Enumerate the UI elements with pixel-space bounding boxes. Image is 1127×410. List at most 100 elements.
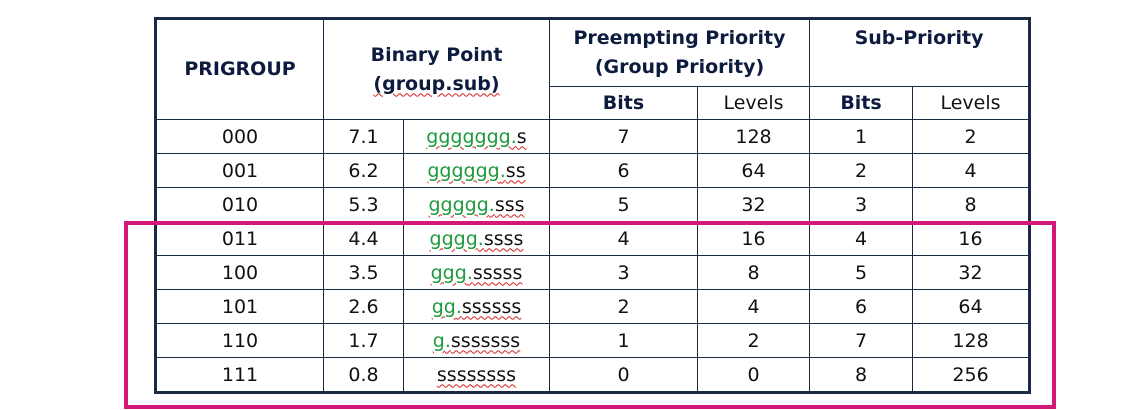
pattern-text: ggggg.sss <box>428 194 524 216</box>
pattern-group-bits: gggggg <box>427 160 499 182</box>
cell-sub-bits: 8 <box>810 358 913 393</box>
cell-pre-levels: 8 <box>698 256 810 290</box>
cell-binary-point: 0.8 <box>324 358 404 393</box>
table-row: 110 1.7 g.sssssss 1 2 7 128 <box>156 324 1030 358</box>
cell-prigroup: 010 <box>156 188 324 222</box>
pattern-group-bits: g <box>433 330 445 352</box>
cell-prigroup: 011 <box>156 222 324 256</box>
cell-pre-levels: 2 <box>698 324 810 358</box>
cell-binary-point: 3.5 <box>324 256 404 290</box>
pattern-group-bits: ggg <box>431 262 467 284</box>
pattern-sub-bits: ss <box>506 160 526 182</box>
cell-pattern: g.sssssss <box>404 324 550 358</box>
header-preempt-line2: (Group Priority) <box>595 56 764 78</box>
cell-sub-levels: 4 <box>913 154 1030 188</box>
cell-sub-levels: 32 <box>913 256 1030 290</box>
cell-binary-point: 4.4 <box>324 222 404 256</box>
header-sub-priority: Sub-Priority <box>810 19 1030 87</box>
cell-sub-bits: 5 <box>810 256 913 290</box>
cell-pattern: ggggggg.s <box>404 120 550 154</box>
cell-sub-bits: 6 <box>810 290 913 324</box>
pattern-text: ggggggg.s <box>426 126 526 148</box>
cell-pattern: gggggg.ss <box>404 154 550 188</box>
pattern-text: gggg.ssss <box>430 228 524 250</box>
pattern-sub-bits: sssssss <box>451 330 520 352</box>
table-row: 001 6.2 gggggg.ss 6 64 2 4 <box>156 154 1030 188</box>
cell-sub-bits: 7 <box>810 324 913 358</box>
cell-binary-point: 6.2 <box>324 154 404 188</box>
cell-pattern: ggggg.sss <box>404 188 550 222</box>
pattern-sub-bits: ssss <box>484 228 524 250</box>
cell-pattern: ssssssss <box>404 358 550 393</box>
table-body: 000 7.1 ggggggg.s 7 128 1 2 001 6.2 gggggg.ss 6 64 2… <box>156 120 1030 393</box>
cell-pre-levels: 16 <box>698 222 810 256</box>
pattern-text: gggggg.ss <box>427 160 525 182</box>
pattern-text: gg.ssssss <box>432 296 522 318</box>
header-pre-bits: Bits <box>550 87 698 120</box>
pattern-sub-bits: ssssssss <box>437 364 516 386</box>
pattern-sub-bits: sssss <box>473 262 523 284</box>
cell-sub-levels: 128 <box>913 324 1030 358</box>
table-row: 010 5.3 ggggg.sss 5 32 3 8 <box>156 188 1030 222</box>
header-binary-point-line1: Binary Point <box>371 44 503 66</box>
cell-pre-bits: 7 <box>550 120 698 154</box>
cell-binary-point: 1.7 <box>324 324 404 358</box>
pattern-text: ssssssss <box>437 364 516 386</box>
pattern-sub-bits: s <box>517 126 527 148</box>
cell-binary-point: 5.3 <box>324 188 404 222</box>
cell-sub-levels: 64 <box>913 290 1030 324</box>
cell-pattern: gggg.ssss <box>404 222 550 256</box>
header-binary-point: Binary Point (group.sub) <box>324 19 550 120</box>
cell-pre-bits: 6 <box>550 154 698 188</box>
cell-pre-bits: 1 <box>550 324 698 358</box>
cell-pre-levels: 32 <box>698 188 810 222</box>
cell-sub-bits: 1 <box>810 120 913 154</box>
header-prigroup: PRIGROUP <box>156 19 324 120</box>
pattern-text: ggg.sssss <box>431 262 523 284</box>
table-row: 111 0.8 ssssssss 0 0 8 256 <box>156 358 1030 393</box>
cell-pre-bits: 5 <box>550 188 698 222</box>
priority-grouping-table: PRIGROUP Binary Point (group.sub) Preemp… <box>154 17 1031 394</box>
header-preempt-line1: Preempting Priority <box>574 27 786 49</box>
cell-binary-point: 7.1 <box>324 120 404 154</box>
header-pre-levels: Levels <box>698 87 810 120</box>
pattern-sub-bits: sss <box>495 194 525 216</box>
pattern-group-bits: gggg <box>430 228 478 250</box>
pattern-group-bits: gg <box>432 296 456 318</box>
pattern-group-bits: ggggg <box>428 194 488 216</box>
table-row: 011 4.4 gggg.ssss 4 16 4 16 <box>156 222 1030 256</box>
cell-sub-bits: 4 <box>810 222 913 256</box>
cell-pre-bits: 4 <box>550 222 698 256</box>
cell-pre-bits: 0 <box>550 358 698 393</box>
cell-pre-levels: 0 <box>698 358 810 393</box>
table-row: 101 2.6 gg.ssssss 2 4 6 64 <box>156 290 1030 324</box>
cell-pattern: gg.ssssss <box>404 290 550 324</box>
cell-sub-bits: 3 <box>810 188 913 222</box>
cell-sub-bits: 2 <box>810 154 913 188</box>
cell-pre-levels: 4 <box>698 290 810 324</box>
cell-prigroup: 111 <box>156 358 324 393</box>
table-row: 000 7.1 ggggggg.s 7 128 1 2 <box>156 120 1030 154</box>
cell-prigroup: 001 <box>156 154 324 188</box>
pattern-text: g.sssssss <box>433 330 520 352</box>
cell-sub-levels: 8 <box>913 188 1030 222</box>
cell-sub-levels: 2 <box>913 120 1030 154</box>
cell-prigroup: 110 <box>156 324 324 358</box>
pattern-group-bits: ggggggg <box>426 126 510 148</box>
pattern-sub-bits: ssssss <box>462 296 521 318</box>
cell-pre-levels: 128 <box>698 120 810 154</box>
header-preempting-priority: Preempting Priority (Group Priority) <box>550 19 810 87</box>
table-row: 100 3.5 ggg.sssss 3 8 5 32 <box>156 256 1030 290</box>
header-binary-point-line2: (group.sub) <box>373 73 499 95</box>
cell-pre-bits: 2 <box>550 290 698 324</box>
cell-prigroup: 100 <box>156 256 324 290</box>
cell-pre-levels: 64 <box>698 154 810 188</box>
header-sub-bits: Bits <box>810 87 913 120</box>
cell-prigroup: 000 <box>156 120 324 154</box>
cell-sub-levels: 256 <box>913 358 1030 393</box>
cell-pre-bits: 3 <box>550 256 698 290</box>
cell-sub-levels: 16 <box>913 222 1030 256</box>
cell-pattern: ggg.sssss <box>404 256 550 290</box>
cell-prigroup: 101 <box>156 290 324 324</box>
cell-binary-point: 2.6 <box>324 290 404 324</box>
